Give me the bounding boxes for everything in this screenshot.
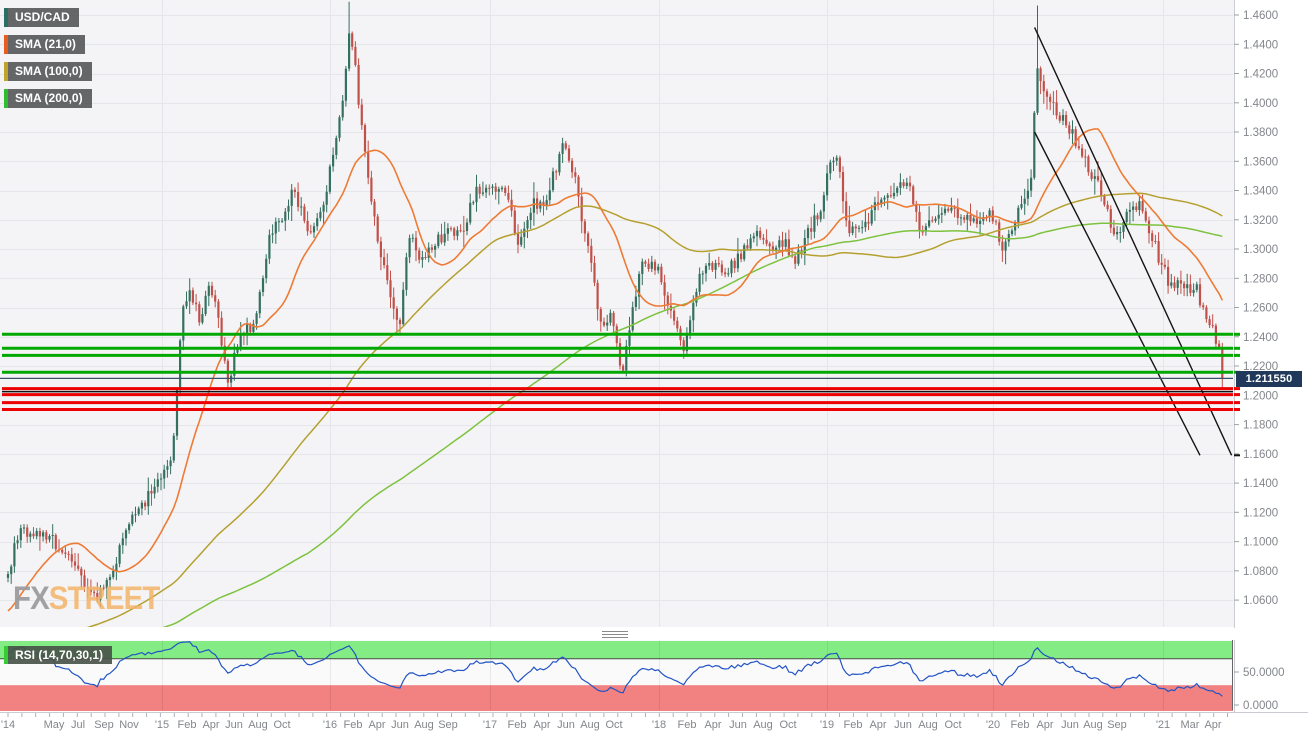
time-tick-label: '14: [1, 719, 15, 731]
fxstreet-watermark: FXSTREET: [13, 580, 161, 617]
time-tick-label: Sep: [94, 719, 114, 731]
time-tick-label: Feb: [508, 719, 527, 731]
time-tick-label: Jun: [1061, 719, 1079, 731]
time-tick-label: Oct: [605, 719, 622, 731]
time-tick-label: Feb: [844, 719, 863, 731]
sma-21-line: [7, 128, 1224, 612]
price-tick-label: 1.1200: [1243, 507, 1278, 519]
price-axis[interactable]: 1.4600 1.4400 1.4200 1.4000 1.3800 1.3600 1.34…: [1234, 10, 1285, 712]
time-tick-label: Aug: [248, 719, 268, 731]
rsi-overbought-band: [0, 641, 1233, 659]
rsi-oversold-band: [0, 685, 1233, 711]
time-tick-label: Oct: [779, 719, 796, 731]
legend-item-sma100[interactable]: SMA (100,0): [4, 62, 92, 81]
descending-trendline-1[interactable]: [1033, 27, 1233, 456]
price-tick-label: 1.3400: [1243, 186, 1278, 198]
time-tick-label: Jun: [729, 719, 747, 731]
panel-divider: [0, 628, 1308, 640]
time-tick-label: Apr: [1036, 719, 1053, 731]
time-tick-label: Jun: [894, 719, 912, 731]
time-tick-label: Feb: [1011, 719, 1030, 731]
rsi-tick-label: 0.0000: [1243, 700, 1278, 712]
price-tick-label: 1.2200: [1243, 361, 1278, 373]
time-axis[interactable]: '14 May Jul Sep Nov '15 Feb Apr Jun Aug Oct '16 Feb A…: [1, 713, 1228, 731]
price-tick-label: 1.3600: [1243, 156, 1278, 168]
watermark-fx: FX: [13, 580, 50, 616]
price-tick-label: 1.1800: [1243, 420, 1278, 432]
legend-item-sma21[interactable]: SMA (21,0): [4, 35, 85, 54]
time-tick-label: Mar: [1181, 719, 1200, 731]
time-tick-label: Jul: [71, 719, 85, 731]
rsi-indicator-badge[interactable]: RSI (14,70,30,1): [4, 646, 113, 664]
panel-resize-grip[interactable]: [602, 631, 628, 638]
time-tick-label: Apr: [704, 719, 721, 731]
time-tick-label: '15: [155, 719, 169, 731]
time-tick-label: Aug: [918, 719, 938, 731]
time-tick-label: Apr: [1204, 719, 1221, 731]
time-tick-label: Sep: [1107, 719, 1127, 731]
time-tick-label: Jun: [225, 719, 243, 731]
time-tick-label: Apr: [368, 719, 385, 731]
time-tick-label: Aug: [753, 719, 773, 731]
time-tick-label: '19: [820, 719, 834, 731]
time-tick-label: Jun: [557, 719, 575, 731]
time-tick-label: '16: [323, 719, 337, 731]
time-tick-label: '21: [1156, 719, 1170, 731]
time-tick-label: '18: [652, 719, 666, 731]
legend-item-usdcad[interactable]: USD/CAD: [4, 8, 79, 27]
sma-100-line: [86, 192, 1223, 627]
price-tick-label: 1.4400: [1243, 39, 1278, 51]
price-tick-label: 1.2400: [1243, 332, 1278, 344]
rsi-tick-label: 50.0000: [1243, 667, 1285, 679]
time-tick-label: Jun: [391, 719, 409, 731]
time-tick-label: Aug: [414, 719, 434, 731]
time-tick-label: '20: [986, 719, 1000, 731]
price-tick-label: 1.3000: [1243, 244, 1278, 256]
time-tick-label: Feb: [678, 719, 697, 731]
current-price-badge: 1.211550: [1236, 371, 1302, 387]
main-chart-bg: [0, 0, 1234, 627]
time-tick-label: Nov: [119, 719, 139, 731]
price-tick-label: 1.1400: [1243, 478, 1278, 490]
price-tick-label: 1.0600: [1243, 595, 1278, 607]
price-tick-label: 1.3800: [1243, 127, 1278, 139]
price-tick-label: 1.2000: [1243, 390, 1278, 402]
time-tick-label: May: [44, 719, 65, 731]
time-tick-label: '17: [483, 719, 497, 731]
legend: USD/CAD SMA (21,0) SMA (100,0) SMA (200,…: [4, 8, 92, 116]
price-tick-label: 1.0800: [1243, 566, 1278, 578]
time-tick-label: Oct: [944, 719, 961, 731]
time-tick-label: Feb: [178, 719, 197, 731]
price-tick-label: 1.2800: [1243, 273, 1278, 285]
time-tick-label: Apr: [202, 719, 219, 731]
price-tick-label: 1.4200: [1243, 69, 1278, 81]
time-tick-label: Sep: [438, 719, 458, 731]
rsi-line: [7, 641, 1223, 697]
price-tick-label: 1.1600: [1243, 449, 1278, 461]
sma-200-line: [162, 222, 1223, 627]
price-tick-label: 1.2600: [1243, 303, 1278, 315]
price-tick-label: 1.4000: [1243, 98, 1278, 110]
time-tick-label: Apr: [533, 719, 550, 731]
legend-item-sma200[interactable]: SMA (200,0): [4, 89, 92, 108]
price-tick-label: 1.3200: [1243, 215, 1278, 227]
watermark-street: STREET: [48, 580, 161, 616]
time-tick-label: Oct: [273, 719, 290, 731]
price-tick-label: 1.1000: [1243, 537, 1278, 549]
time-tick-label: Apr: [869, 719, 886, 731]
candles-series: [6, 1, 1224, 608]
time-tick-label: Aug: [1083, 719, 1103, 731]
price-tick-label: 1.4600: [1243, 10, 1278, 22]
time-tick-label: Aug: [580, 719, 600, 731]
time-tick-label: Feb: [344, 719, 363, 731]
